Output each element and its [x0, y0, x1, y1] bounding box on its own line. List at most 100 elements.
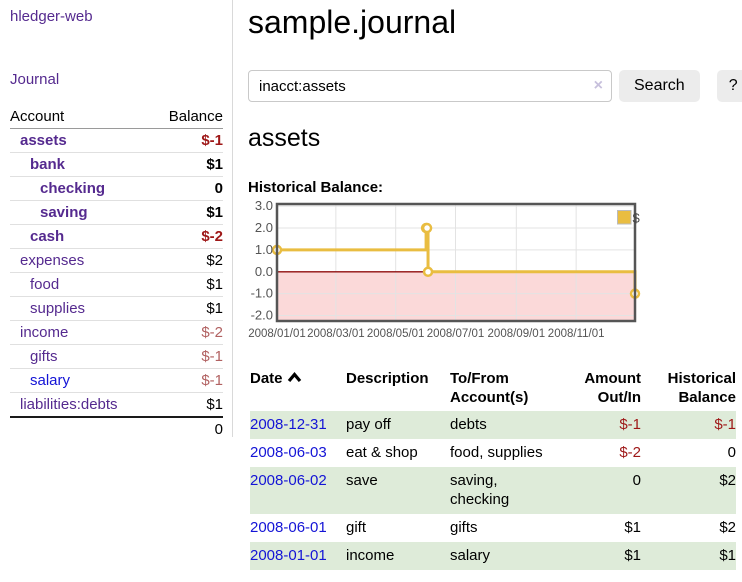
transaction-balance: $1	[641, 542, 736, 570]
account-link-expenses[interactable]: expenses	[20, 252, 85, 269]
account-row: checking 0	[10, 176, 223, 201]
current-account-heading: assets	[248, 124, 321, 152]
transaction-description: eat & shop	[346, 444, 418, 461]
account-row: expenses $2	[10, 248, 223, 273]
register-table: Date Description To/From Account(s) Amou…	[250, 367, 736, 570]
search-input[interactable]	[248, 70, 612, 102]
main-content: sample.journal × Search ? assets Histori…	[233, 0, 742, 570]
register-header-description: Description	[346, 370, 429, 387]
historical-balance-chart[interactable]: 3.0 2.0 1.0 0.0 -1.0 -2.0 2008/01/01 2008/03/01…	[248, 198, 742, 350]
register-row: 2008-06-03 eat & shop food, supplies $-2 0	[250, 439, 736, 467]
register-row: 2008-01-01 income salary $1 $1	[250, 542, 736, 570]
account-link-bank[interactable]: bank	[30, 156, 66, 173]
account-row: salary $-1	[10, 368, 223, 393]
transaction-amount: $-2	[619, 444, 641, 461]
transaction-description: pay off	[346, 411, 450, 439]
transaction-accounts: debts	[450, 411, 556, 439]
x-tick-label: 2008/09/01	[488, 328, 546, 340]
legend-label: $	[633, 211, 641, 226]
transaction-accounts: gifts	[450, 519, 478, 536]
sidebar: hledger-web Journal Account Balance asse…	[0, 0, 233, 570]
account-row: gifts $-1	[10, 344, 223, 369]
app-layout: hledger-web Journal Account Balance asse…	[0, 0, 742, 570]
register-header-amount: Amount Out/In	[584, 370, 641, 406]
app-title-link[interactable]: hledger-web	[10, 8, 93, 25]
account-balance: $-1	[151, 344, 223, 369]
account-row: supplies $1	[10, 296, 223, 321]
transaction-accounts: saving, checking	[450, 467, 556, 514]
account-link-assets[interactable]: assets	[20, 132, 67, 149]
transaction-balance: 0	[727, 444, 736, 461]
transaction-amount: $-1	[556, 411, 641, 439]
transaction-date-link[interactable]: 2008-12-31	[250, 416, 327, 433]
help-button[interactable]: ?	[716, 70, 742, 102]
account-row: bank $1	[10, 152, 223, 177]
accounts-header-balance: Balance	[151, 105, 223, 129]
sidebar-item-journal[interactable]: Journal	[10, 71, 60, 88]
transaction-date-link[interactable]: 2008-06-02	[250, 472, 327, 489]
account-balance: $1	[151, 296, 223, 321]
chart-canvas[interactable]: 3.0 2.0 1.0 0.0 -1.0 -2.0 2008/01/01 2008/03/01…	[248, 198, 742, 346]
accounts-header-account: Account	[10, 105, 152, 129]
transaction-date-link[interactable]: 2008-01-01	[250, 547, 327, 564]
search-form: × Search ?	[248, 70, 742, 102]
accounts-balance-table: Account Balance assets $-1 bank $1 checking 0…	[10, 105, 223, 441]
account-link-cash[interactable]: cash	[30, 228, 65, 245]
y-tick-label: -1.0	[251, 286, 273, 301]
accounts-total-value: 0	[151, 416, 223, 441]
sort-ascending-icon	[287, 369, 302, 388]
plot-border	[275, 202, 637, 323]
page-title: sample.journal	[248, 4, 457, 40]
transaction-date-link[interactable]: 2008-06-01	[250, 519, 327, 536]
account-link-gifts[interactable]: gifts	[30, 348, 58, 365]
account-balance: $-2	[151, 224, 223, 249]
x-tick-label: 2008/11/01	[548, 328, 605, 340]
transaction-amount: $1	[556, 542, 641, 570]
data-point[interactable]	[421, 222, 433, 234]
accounts-total-row: 0	[10, 416, 223, 441]
account-link-saving[interactable]: saving	[40, 204, 88, 221]
account-balance: $-1	[151, 368, 223, 393]
account-link-supplies[interactable]: supplies	[30, 300, 86, 317]
transaction-accounts: food, supplies	[450, 444, 543, 461]
register-row: 2008-06-02 save saving, checking 0 $2	[250, 467, 736, 514]
y-tick-label: 3.0	[255, 199, 273, 213]
transaction-amount: $1	[624, 519, 641, 536]
y-tick-label: 1.0	[255, 242, 273, 257]
transaction-description: income	[346, 542, 450, 570]
y-tick-label: 2.0	[255, 220, 273, 235]
account-balance: 0	[151, 176, 223, 201]
register-row: 2008-12-31 pay off debts $-1 $-1	[250, 411, 736, 439]
account-link-liabilities-debts[interactable]: liabilities:debts	[20, 396, 118, 413]
y-tick-label: -2.0	[251, 308, 273, 323]
chart-title: Historical Balance:	[248, 179, 384, 196]
y-tick-label: 0.0	[255, 264, 273, 279]
account-balance: $1	[151, 152, 223, 177]
transaction-date-link[interactable]: 2008-06-03	[250, 444, 327, 461]
transaction-accounts: salary	[450, 542, 556, 570]
account-balance: $-1	[151, 128, 223, 153]
data-point[interactable]	[422, 266, 434, 278]
transaction-description: save	[346, 467, 450, 514]
x-tick-label: 2008/01/01	[248, 328, 306, 340]
account-link-income[interactable]: income	[20, 324, 69, 341]
register-header-date-label: Date	[250, 370, 283, 387]
x-tick-label: 2008/05/01	[367, 328, 425, 340]
account-link-food[interactable]: food	[30, 276, 60, 293]
account-link-salary[interactable]: salary	[30, 372, 71, 389]
transaction-balance: $-1	[641, 411, 736, 439]
transaction-amount: 0	[556, 467, 641, 514]
x-tick-label: 2008/03/01	[307, 328, 365, 340]
account-balance: $1	[151, 272, 223, 297]
clear-search-icon[interactable]: ×	[593, 77, 603, 94]
account-balance: $1	[151, 392, 223, 418]
register-header-date[interactable]: Date	[250, 367, 346, 411]
search-button[interactable]: Search	[619, 70, 700, 102]
account-link-checking[interactable]: checking	[40, 180, 106, 197]
transaction-balance: $2	[719, 519, 736, 536]
account-row: food $1	[10, 272, 223, 297]
account-row: income $-2	[10, 320, 223, 345]
account-row: saving $1	[10, 200, 223, 225]
account-balance: $-2	[151, 320, 223, 345]
register-header-balance: Historical Balance	[667, 370, 736, 406]
